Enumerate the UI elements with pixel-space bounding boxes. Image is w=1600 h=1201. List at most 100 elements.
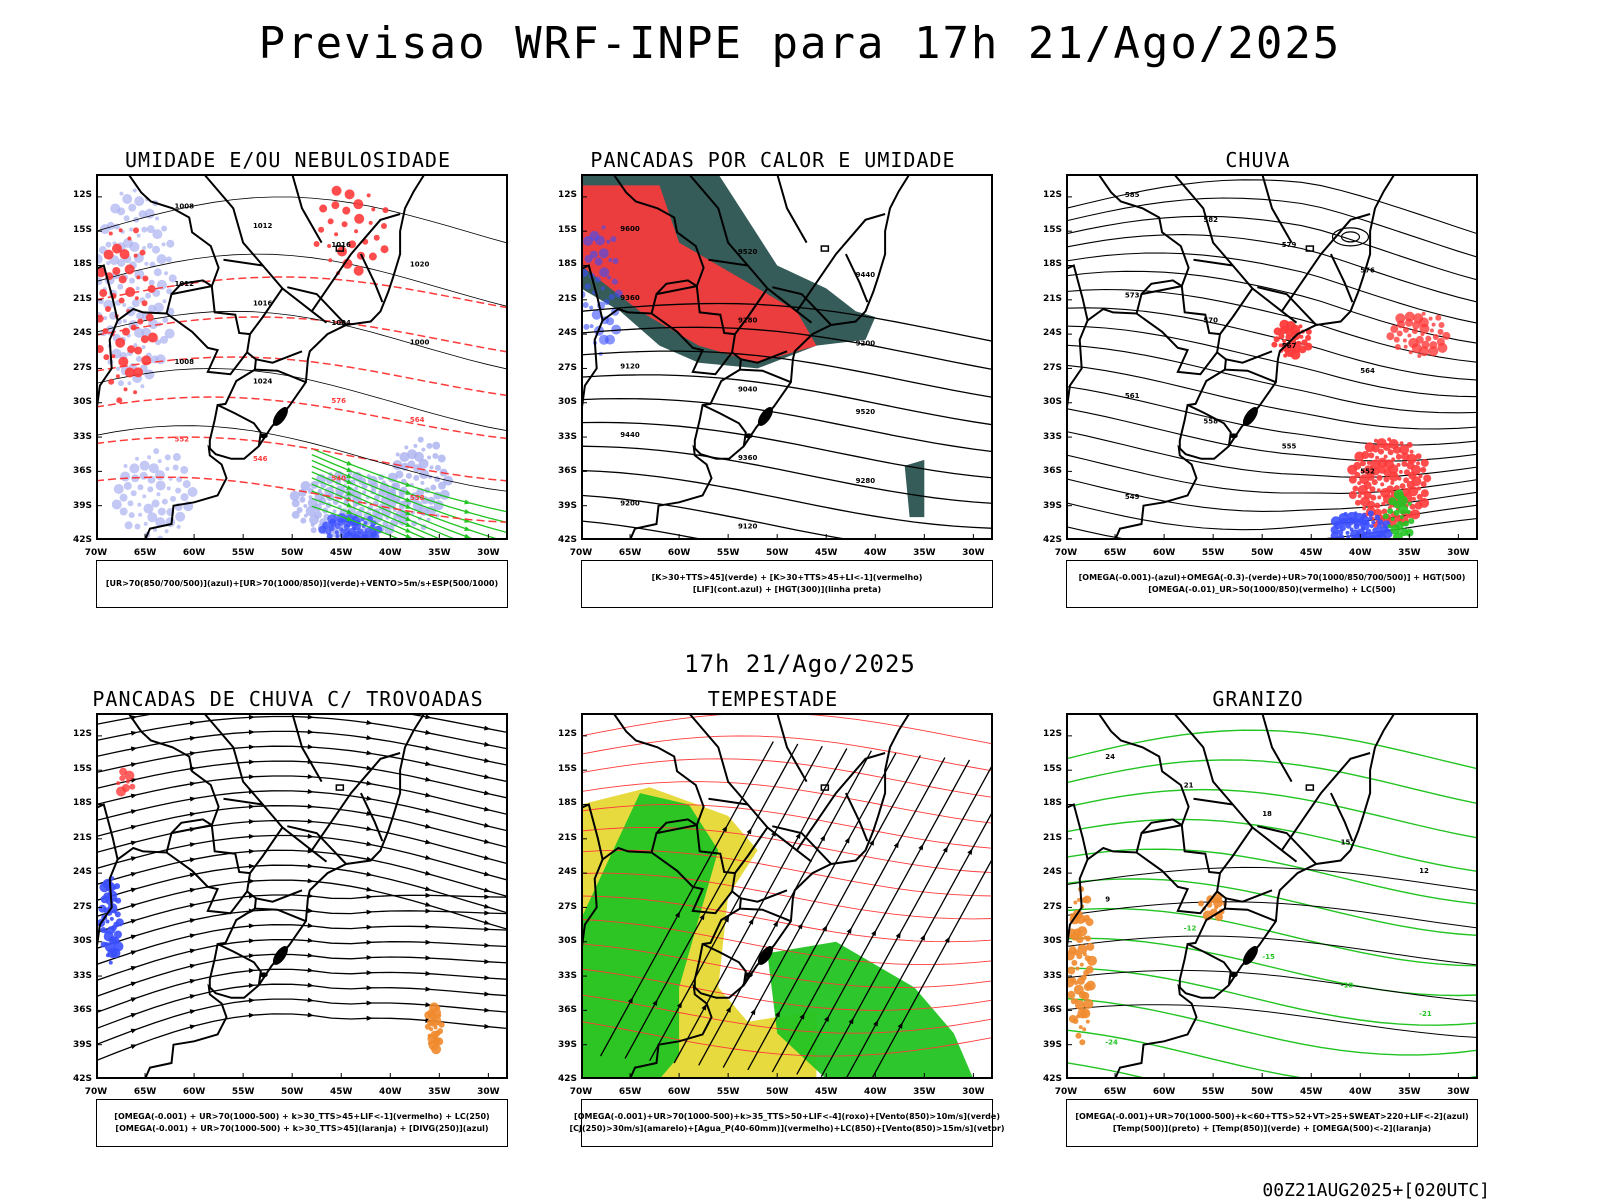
lon-tick-label: 30W [962, 548, 984, 558]
contour-label: 1008 [174, 202, 194, 210]
lat-tick-label: 27S [58, 902, 92, 912]
lat-tick-label: 15S [58, 225, 92, 235]
contour-label: 1024 [253, 377, 273, 385]
valid-time-subtitle: 17h 21/Ago/2025 [0, 650, 1600, 678]
lat-tick-label: 24S [1028, 328, 1062, 338]
lat-tick-label: 30S [543, 397, 577, 407]
contour-label: 9040 [738, 385, 758, 393]
lat-tick-label: 42S [543, 1074, 577, 1084]
lat-tick-label: 33S [1028, 971, 1062, 981]
contour-label: 9360 [620, 294, 640, 302]
panel-legend: [UR>70(850/700/500)](azul)+[UR>70(1000/8… [96, 560, 508, 608]
contour-label: -24 [1105, 1039, 1118, 1047]
lat-tick-label: 18S [58, 798, 92, 808]
lon-tick-label: 55W [1202, 1087, 1224, 1097]
lat-tick-label: 21S [1028, 294, 1062, 304]
lat-tick-label: 39S [1028, 1040, 1062, 1050]
lon-tick-label: 30W [477, 1087, 499, 1097]
lat-tick-label: 42S [543, 535, 577, 545]
lon-tick-label: 70W [85, 1087, 107, 1097]
lon-tick-label: 65W [134, 548, 156, 558]
forecast-map [96, 713, 508, 1079]
lon-tick-label: 50W [1251, 548, 1273, 558]
lon-tick-label: 35W [1398, 1087, 1420, 1097]
contour-label: 540 [331, 475, 346, 483]
panel-legend: [OMEGA(-0.001)-(azul)+OMEGA(-0.3)-(verde… [1066, 560, 1478, 608]
lat-tick-label: 15S [1028, 764, 1062, 774]
contour-label: 15 [1341, 839, 1351, 847]
lon-tick-label: 35W [1398, 548, 1420, 558]
lat-tick-label: 21S [543, 294, 577, 304]
contour-label: 576 [331, 397, 346, 405]
contour-label: 9 [1105, 896, 1110, 904]
panel-legend: [OMEGA(-0.001)+UR>70(1000-500)+k>35_TTS>… [581, 1099, 993, 1147]
legend-line: [Temp(500)](preto) + [Temp(850)](verde) … [1113, 1123, 1431, 1135]
lon-tick-label: 50W [766, 1087, 788, 1097]
lat-tick-label: 24S [543, 328, 577, 338]
lat-tick-label: 42S [1028, 1074, 1062, 1084]
lon-tick-label: 40W [864, 1087, 886, 1097]
forecast-map [581, 713, 993, 1079]
legend-line: [OMEGA(-0.001)-(azul)+OMEGA(-0.3)-(verde… [1079, 572, 1466, 584]
lat-tick-label: 39S [58, 1040, 92, 1050]
legend-line: [OMEGA(-0.001) + UR>70(1000-500) + k>30_… [114, 1111, 489, 1123]
lat-tick-label: 33S [58, 971, 92, 981]
lat-tick-label: 39S [1028, 501, 1062, 511]
contour-label: 24 [1105, 753, 1115, 761]
lat-tick-label: 42S [58, 535, 92, 545]
map-frame [96, 713, 518, 1085]
lon-tick-label: 40W [379, 1087, 401, 1097]
contour-label: -18 [1341, 982, 1354, 990]
lon-tick-label: 60W [1153, 1087, 1175, 1097]
contour-label: -21 [1419, 1010, 1432, 1018]
forecast-map: 9600952094409360928092009120904095209440… [581, 174, 993, 540]
lat-tick-label: 15S [543, 225, 577, 235]
legend-line: [LIF](cont.azul) + [HGT(300)](linha pret… [693, 584, 881, 596]
lat-tick-label: 39S [58, 501, 92, 511]
contour-label: 1008 [174, 358, 194, 366]
contour-label: 579 [1282, 241, 1297, 249]
contour-label: 18 [1262, 810, 1272, 818]
lat-tick-label: 36S [543, 1005, 577, 1015]
lon-tick-label: 60W [668, 1087, 690, 1097]
panel-title: TEMPESTADE [543, 687, 1003, 711]
lat-tick-label: 36S [543, 466, 577, 476]
lon-tick-label: 65W [1104, 1087, 1126, 1097]
panel-title: GRANIZO [1028, 687, 1488, 711]
lat-tick-label: 12S [58, 729, 92, 739]
lon-tick-label: 35W [428, 548, 450, 558]
lat-tick-label: 27S [543, 363, 577, 373]
lon-tick-label: 40W [379, 548, 401, 558]
contour-label: 12 [1419, 867, 1429, 875]
lon-tick-label: 45W [330, 548, 352, 558]
lat-tick-label: 21S [1028, 833, 1062, 843]
lon-tick-label: 30W [477, 548, 499, 558]
contour-label: 9120 [738, 523, 758, 531]
contour-label: 9360 [738, 454, 758, 462]
lon-tick-label: 60W [1153, 548, 1175, 558]
lon-tick-label: 50W [1251, 1087, 1273, 1097]
lon-tick-label: 55W [717, 548, 739, 558]
lat-tick-label: 42S [1028, 535, 1062, 545]
lat-tick-label: 12S [1028, 190, 1062, 200]
lon-tick-label: 55W [232, 1087, 254, 1097]
contour-label: 585 [1125, 191, 1140, 199]
lat-tick-label: 12S [58, 190, 92, 200]
contour-label: -15 [1262, 953, 1275, 961]
lon-tick-label: 50W [281, 1087, 303, 1097]
lat-tick-label: 12S [543, 190, 577, 200]
lat-tick-label: 24S [58, 328, 92, 338]
lon-tick-label: 45W [1300, 548, 1322, 558]
contour-label: 552 [174, 436, 189, 444]
lat-tick-label: 18S [58, 259, 92, 269]
lon-tick-label: 65W [134, 1087, 156, 1097]
lat-tick-label: 33S [1028, 432, 1062, 442]
lon-tick-label: 55W [1202, 548, 1224, 558]
lon-tick-label: 45W [330, 1087, 352, 1097]
